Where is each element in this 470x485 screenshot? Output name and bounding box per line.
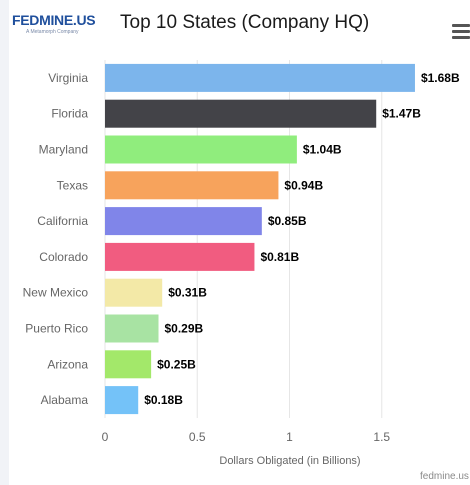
value-label: $0.81B (260, 250, 299, 264)
logo-tagline: A Metamorph Company (26, 29, 79, 35)
category-label: Florida (51, 107, 88, 121)
value-label: $1.04B (303, 143, 342, 157)
bar (105, 99, 377, 128)
category-label: New Mexico (23, 286, 89, 300)
hamburger-menu-icon[interactable] (452, 24, 470, 40)
value-label: $0.18B (144, 393, 183, 407)
category-label: Puerto Rico (25, 322, 88, 336)
x-tick-label: 1.5 (373, 430, 390, 444)
bar (105, 350, 152, 379)
bar (105, 314, 159, 343)
category-label: Texas (57, 178, 88, 192)
chart-title: Top 10 States (Company HQ) (120, 12, 370, 33)
bar (105, 278, 163, 307)
bar (105, 242, 255, 271)
bar (105, 386, 139, 415)
category-label: Alabama (41, 393, 89, 407)
value-label: $0.85B (268, 214, 307, 228)
x-tick-label: 0 (102, 430, 109, 444)
credit-link[interactable]: fedmine.us (420, 471, 469, 482)
fedmine-logo: FEDMINE.US A Metamorph Company (12, 12, 96, 38)
value-label: $0.94B (284, 178, 323, 192)
x-axis-title: Dollars Obligated (in Billions) (219, 455, 360, 467)
x-tick-label: 1 (286, 430, 293, 444)
category-label: Virginia (48, 71, 88, 85)
category-label: Colorado (39, 250, 88, 264)
x-tick-label: 0.5 (189, 430, 206, 444)
bar (105, 63, 415, 92)
value-label: $0.31B (168, 286, 207, 300)
category-label: Maryland (39, 143, 88, 157)
category-label: California (37, 214, 88, 228)
bar (105, 207, 262, 236)
value-label: $0.25B (157, 357, 196, 371)
logo-text: FEDMINE.US (12, 12, 96, 28)
category-label: Arizona (47, 357, 88, 371)
value-label: $1.47B (382, 107, 421, 121)
bar (105, 135, 297, 164)
value-label: $0.29B (165, 322, 204, 336)
value-label: $1.68B (421, 71, 460, 85)
bar (105, 171, 279, 200)
